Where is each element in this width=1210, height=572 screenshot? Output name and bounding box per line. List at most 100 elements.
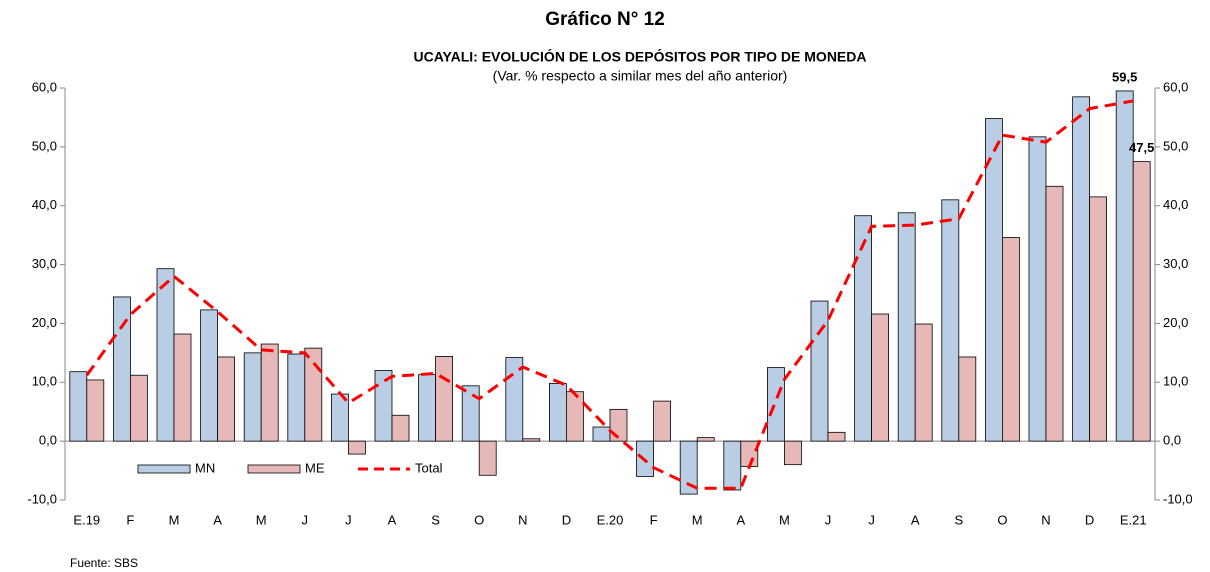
bar — [740, 440, 759, 467]
legend-label: Total — [415, 460, 443, 475]
x-tick-label: M — [692, 512, 703, 527]
bar — [173, 333, 192, 442]
bar — [566, 391, 584, 442]
legend-label: ME — [305, 460, 325, 475]
bar — [69, 371, 88, 442]
chart-title: Gráfico N° 12 — [545, 9, 665, 30]
y-tick-label: 40,0 — [32, 197, 57, 212]
bar — [461, 385, 480, 442]
legend-swatch — [247, 464, 301, 474]
bar — [200, 309, 219, 442]
bar — [1132, 161, 1151, 442]
bar — [435, 355, 454, 442]
y-tick-label: 20,0 — [32, 315, 57, 330]
y-tick-label: 0,0 — [39, 433, 57, 448]
bar — [767, 367, 785, 442]
bar — [723, 440, 742, 491]
y-tick-label: 10,0 — [32, 374, 57, 389]
bar — [478, 440, 497, 476]
bar — [549, 383, 567, 442]
y-tick-label: 30,0 — [32, 256, 57, 271]
bar — [914, 323, 933, 442]
bar — [505, 357, 524, 442]
x-tick-label: M — [256, 512, 267, 527]
bar — [1045, 185, 1064, 442]
x-tick-label: A — [213, 512, 222, 527]
bar — [854, 215, 872, 442]
data-label: 47,5 — [1129, 140, 1154, 155]
bar — [592, 426, 611, 442]
x-tick-label: A — [736, 512, 745, 527]
bar — [897, 212, 916, 442]
y2-tick-label: 0,0 — [1163, 433, 1181, 448]
x-tick-label: J — [345, 512, 352, 527]
x-tick-label: E.19 — [73, 512, 100, 527]
x-tick-label: M — [779, 512, 790, 527]
x-tick-label: J — [302, 512, 309, 527]
bar — [113, 296, 131, 442]
bar — [1002, 237, 1020, 442]
x-tick-label: S — [954, 512, 963, 527]
bar — [784, 440, 802, 466]
x-tick-label: N — [518, 512, 527, 527]
y2-tick-label: 30,0 — [1163, 256, 1188, 271]
bar — [941, 199, 960, 442]
bar — [260, 343, 279, 442]
bar — [418, 374, 437, 442]
source: Fuente: SBS — [70, 556, 138, 570]
bar — [129, 374, 148, 442]
x-tick-label: J — [868, 512, 875, 527]
x-tick-label: F — [126, 512, 134, 527]
bar — [347, 440, 366, 455]
legend-swatch — [137, 464, 191, 474]
bar — [985, 118, 1003, 442]
bar — [679, 440, 698, 495]
x-tick-label: N — [1041, 512, 1050, 527]
x-tick-label: A — [388, 512, 397, 527]
bar — [217, 356, 236, 442]
bar — [304, 347, 323, 442]
bar — [653, 400, 671, 442]
x-tick-label: J — [825, 512, 832, 527]
x-tick-label: A — [911, 512, 920, 527]
y2-tick-label: 20,0 — [1163, 315, 1188, 330]
y2-tick-label: 50,0 — [1163, 138, 1188, 153]
legend-label: MN — [195, 460, 215, 475]
x-tick-label: S — [431, 512, 440, 527]
y-tick-label: -10,0 — [27, 491, 57, 506]
bar — [287, 353, 306, 442]
y2-tick-label: 10,0 — [1163, 374, 1188, 389]
bar — [374, 370, 393, 442]
y-tick-label: 60,0 — [32, 79, 57, 94]
x-tick-label: E.21 — [1120, 512, 1147, 527]
bar — [696, 437, 715, 442]
x-tick-label: O — [474, 512, 484, 527]
x-tick-label: D — [562, 512, 571, 527]
bar — [243, 352, 262, 442]
x-tick-label: M — [169, 512, 180, 527]
bar — [1089, 196, 1107, 442]
line — [85, 99, 1134, 490]
y2-tick-label: 60,0 — [1163, 79, 1188, 94]
bar — [522, 438, 541, 442]
bar — [1072, 96, 1090, 442]
y-tick-label: 50,0 — [32, 138, 57, 153]
bar — [827, 431, 846, 442]
bar — [391, 414, 410, 442]
data-label: 59,5 — [1112, 69, 1137, 84]
x-tick-label: O — [997, 512, 1007, 527]
x-tick-label: D — [1085, 512, 1094, 527]
chart-subtitle: UCAYALI: EVOLUCIÓN DE LOS DEPÓSITOS POR … — [414, 48, 867, 65]
bar — [871, 313, 889, 442]
bar — [1028, 136, 1047, 442]
y2-tick-label: 40,0 — [1163, 197, 1188, 212]
x-tick-label: F — [650, 512, 658, 527]
bar — [810, 300, 829, 442]
chart-note: (Var. % respecto a similar mes del año a… — [493, 68, 788, 84]
x-tick-label: E.20 — [597, 512, 624, 527]
bar — [86, 379, 105, 442]
y2-tick-label: -10,0 — [1163, 491, 1193, 506]
bar — [958, 356, 977, 442]
bar — [156, 268, 175, 442]
